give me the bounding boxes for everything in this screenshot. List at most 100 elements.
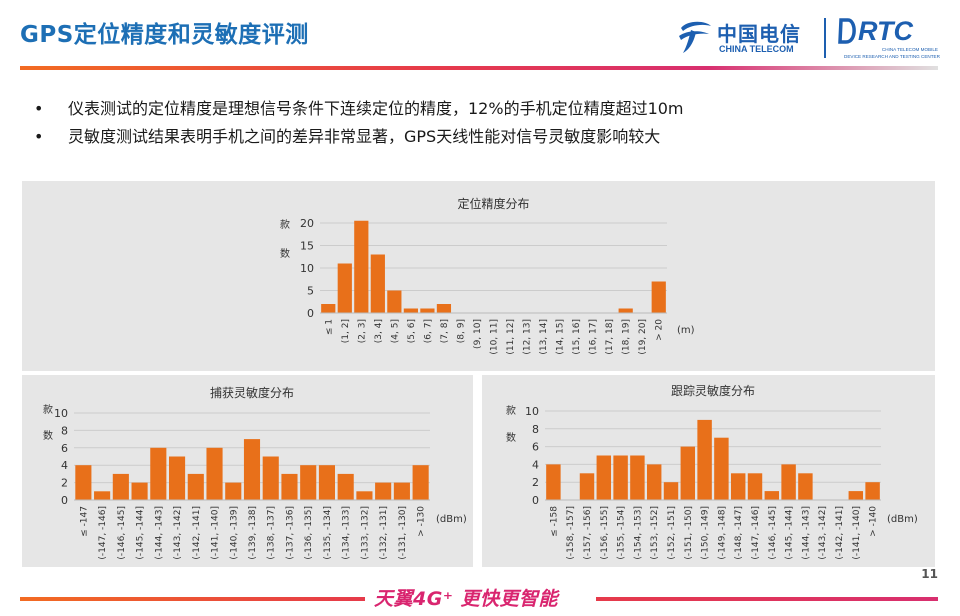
y-tick-label: 8 [61,424,68,437]
y-tick-label: 0 [307,307,314,320]
bar [646,464,662,500]
y-tick-label: 4 [61,459,68,472]
x-tick-label: (-131, -130] [398,506,408,560]
bar [680,446,696,500]
x-tick-label: (-140, -139] [229,506,239,560]
bar [168,456,186,500]
x-tick-label: (-144, -143] [801,506,811,560]
y-axis-label: 数 [280,247,290,260]
y-tick-label: 10 [54,407,68,420]
x-tick-label: (10, 11] [490,319,500,355]
bar [730,473,746,500]
bar [281,473,298,500]
y-tick-label: 20 [300,217,314,230]
y-tick-label: 0 [61,494,68,507]
x-tick-label: (17, 18] [605,319,615,355]
x-tick-label: (-145, -144] [136,506,146,560]
bar [318,465,336,500]
x-tick-label: (-148, -147] [734,506,744,560]
bar [403,308,418,313]
bar [651,281,666,313]
x-tick-label: (-145, -144] [785,506,795,560]
y-axis-label: 数 [506,431,516,444]
x-tick-label: (-133, -132] [360,506,370,560]
bar [412,465,429,500]
bar [596,455,612,500]
bar [613,455,628,500]
x-tick-label: (13, 14] [539,319,549,355]
bar [546,464,561,500]
y-tick-label: 10 [300,262,314,275]
bar [262,456,279,500]
x-axis-unit: (dBm) [887,514,918,525]
x-tick-label: (-149, -148] [717,506,727,560]
bar [75,465,92,500]
footer-slogan: 天翼4G⁺ 更快更智能 [374,588,558,610]
bar [436,304,452,313]
x-tick-label: (-144, -143] [154,506,164,560]
x-tick-label: (14, 15] [556,319,566,355]
footer-divider-right [596,597,938,601]
x-tick-label: > 20 [655,319,665,341]
rtc-d-mark-icon [838,18,856,44]
x-tick-label: (3, 4] [374,319,384,343]
x-tick-label: (-155, -154] [617,506,627,560]
rtc-logo: RTC CHINA TELECOM MOBILE DEVICE RESEARCH… [838,16,940,62]
bar [848,491,864,500]
bar [337,473,354,500]
bar [356,491,373,500]
page-title: GPS定位精度和灵敏度评测 [20,22,309,48]
x-tick-label: (-141, -140] [852,506,862,560]
bar [714,437,729,500]
x-tick-label: (-141, -140] [211,506,221,560]
bar [579,473,595,500]
bar [187,473,204,500]
x-tick-label: (11, 12] [506,319,516,355]
x-tick-label: (-153, -152] [650,506,660,560]
chart-svg: 定位精度分布 0 5 10 15 20 款数 ≤ 1 (1, 2] (2, 3] (3, 4] (4,… [280,196,695,355]
y-axis-label: 数 [43,429,53,442]
x-tick-label: (8, 9] [456,319,466,343]
x-tick-label: (-143, -142] [818,506,828,560]
y-tick-label: 6 [61,442,68,455]
positioning-accuracy-chart: 定位精度分布 0 5 10 15 20 款数 ≤ 1 (1, 2] (2, 3] (3, 4] (4,… [22,181,935,371]
x-tick-label: (-135, -134] [323,506,333,560]
bullet-marker: • [34,127,44,146]
bar [798,473,813,500]
logo-separator [824,18,826,58]
y-tick-label: 0 [532,494,539,507]
y-tick-label: 4 [532,458,539,471]
x-tick-label: (4, 5] [390,319,400,343]
x-tick-label: (-132, -131] [379,506,389,560]
x-tick-label: (-147, -146] [751,506,761,560]
bullet-item: • 灵敏度测试结果表明手机之间的差异非常显著，GPS天线性能对信号灵敏度影响较大 [34,124,684,152]
x-tick-label: (-146, -145] [768,506,778,560]
x-tick-label: (5, 6] [407,319,417,343]
x-tick-label: (16, 17] [589,319,599,355]
header-divider [20,66,938,70]
y-tick-label: 15 [300,240,314,253]
x-tick-label: > -130 [417,506,427,537]
y-axis-label: 款 [280,218,290,231]
x-tick-label: (18, 19] [622,319,632,355]
rtc-wordmark: RTC [858,16,914,46]
bar [697,419,712,500]
bar [663,482,679,500]
bar [225,482,242,500]
y-tick-label: 8 [532,423,539,436]
x-tick-label: (6, 7] [423,319,433,343]
x-tick-label: (-157, -156] [583,506,593,560]
bar [630,455,645,500]
china-telecom-en-text: CHINA TELECOM [719,44,794,54]
x-axis-unit: (m) [677,325,695,336]
bullet-list: • 仪表测试的定位精度是理想信号条件下连续定位的精度，12%的手机定位精度超过1… [34,96,684,152]
chart-title: 定位精度分布 [457,196,529,211]
rtc-subtitle-1: CHINA TELECOM MOBILE [881,47,938,52]
acquisition-sensitivity-chart: 捕获灵敏度分布 0 2 4 6 8 10 款数 ≤ -147 (-147, -146] (-146,… [22,375,473,567]
bar [420,308,435,313]
x-tick-label: (-154, -153] [633,506,643,560]
bar [354,220,369,313]
x-tick-label: (9, 10] [473,319,483,349]
bar [300,465,317,500]
x-tick-label: ≤ 1 [324,319,334,335]
